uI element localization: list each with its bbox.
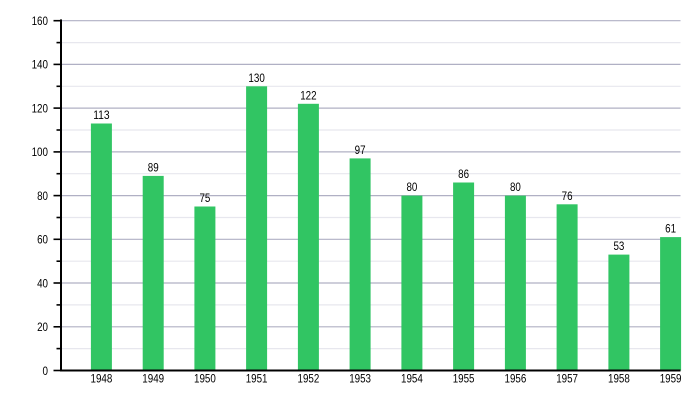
svg-text:1948: 1948 xyxy=(91,372,113,386)
svg-text:60: 60 xyxy=(37,233,48,247)
svg-text:80: 80 xyxy=(37,189,48,203)
svg-text:1952: 1952 xyxy=(298,372,320,386)
svg-text:1953: 1953 xyxy=(349,372,371,386)
svg-text:160: 160 xyxy=(32,14,49,28)
svg-text:140: 140 xyxy=(32,58,49,72)
svg-text:80: 80 xyxy=(406,180,417,194)
svg-text:120: 120 xyxy=(32,101,49,115)
svg-text:20: 20 xyxy=(37,320,48,334)
svg-text:0: 0 xyxy=(43,364,49,378)
svg-text:130: 130 xyxy=(248,71,265,85)
svg-text:1955: 1955 xyxy=(453,372,475,386)
svg-text:1951: 1951 xyxy=(246,372,268,386)
svg-text:53: 53 xyxy=(613,239,624,253)
svg-text:1957: 1957 xyxy=(556,372,578,386)
svg-text:122: 122 xyxy=(300,88,317,102)
svg-text:97: 97 xyxy=(355,143,366,157)
svg-text:1949: 1949 xyxy=(142,372,164,386)
svg-text:1950: 1950 xyxy=(194,372,216,386)
svg-text:1958: 1958 xyxy=(608,372,630,386)
svg-text:1954: 1954 xyxy=(401,372,423,386)
svg-text:1956: 1956 xyxy=(505,372,527,386)
svg-text:86: 86 xyxy=(458,167,469,181)
svg-text:1959: 1959 xyxy=(660,372,682,386)
svg-text:40: 40 xyxy=(37,276,48,290)
svg-text:100: 100 xyxy=(32,145,49,159)
svg-text:89: 89 xyxy=(148,160,159,174)
svg-text:61: 61 xyxy=(665,222,676,236)
svg-text:76: 76 xyxy=(562,189,573,203)
svg-text:80: 80 xyxy=(510,180,521,194)
svg-text:75: 75 xyxy=(199,191,210,205)
svg-text:113: 113 xyxy=(93,108,110,122)
